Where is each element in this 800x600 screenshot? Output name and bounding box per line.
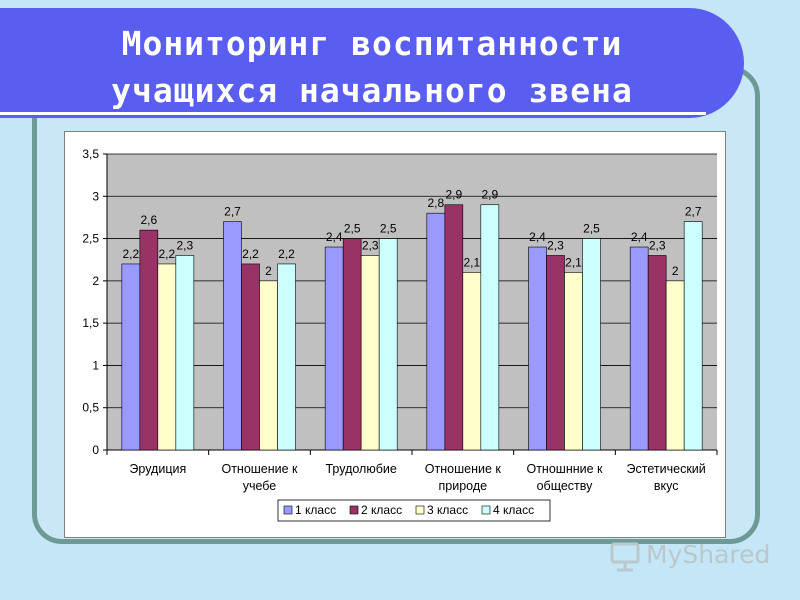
bar <box>582 238 601 451</box>
data-label: 2,4 <box>326 230 343 244</box>
legend-swatch <box>415 505 425 515</box>
data-label: 2,9 <box>481 188 498 202</box>
y-tick-label: 0 <box>92 443 99 457</box>
data-label: 2,2 <box>158 247 175 261</box>
data-label: 2,2 <box>122 247 139 261</box>
x-tick-label: Эстетический <box>627 462 706 476</box>
bar-chart: 0 0,5 1 1,5 2 2,5 3 3,5 Эрудиция Отношение к учебе… <box>82 147 718 522</box>
title-banner: Мониторинг воспитанности учащихся началь… <box>0 8 744 118</box>
data-label: 2,2 <box>278 247 295 261</box>
bar <box>647 255 667 451</box>
data-label: 2,4 <box>529 230 546 244</box>
bar <box>426 212 446 451</box>
bar <box>629 246 649 451</box>
bar <box>564 272 583 451</box>
data-label: 2,1 <box>463 255 480 269</box>
title-line-2: учащихся начального звена <box>111 71 633 110</box>
data-label: 2,4 <box>631 230 648 244</box>
plot-area <box>107 154 717 450</box>
bar <box>223 221 242 451</box>
bar <box>324 246 344 451</box>
data-label: 2,7 <box>685 205 702 219</box>
y-tick-label: 2 <box>92 274 99 288</box>
y-tick-label: 1 <box>92 358 99 372</box>
bar <box>683 221 703 451</box>
data-label: 2 <box>265 264 272 278</box>
bar <box>277 263 296 451</box>
bar <box>121 263 141 451</box>
bar <box>546 255 565 451</box>
title-line-1: Мониторинг воспитанности <box>121 24 623 63</box>
data-label: 2,5 <box>583 222 600 236</box>
y-tick-label: 3 <box>92 189 99 203</box>
bar <box>175 255 195 451</box>
x-tick-label: вкус <box>654 479 679 493</box>
data-label: 2,5 <box>380 222 397 236</box>
bar <box>462 272 482 451</box>
data-label: 2,3 <box>547 238 564 252</box>
x-tick-label: Отношнние к <box>526 462 603 476</box>
data-label: 2,2 <box>242 247 259 261</box>
chart-container: 0 0,5 1 1,5 2 2,5 3 3,5 Эрудиция Отношение к учебе… <box>64 131 726 538</box>
x-tick-label: Отношение к <box>221 462 298 476</box>
data-label: 2,3 <box>176 238 193 252</box>
y-tick-label: 2,5 <box>82 232 99 246</box>
data-label: 2,9 <box>445 188 462 202</box>
data-label: 2 <box>672 264 679 278</box>
legend-swatch <box>349 505 359 515</box>
x-tick-label: природе <box>439 479 488 493</box>
bar <box>480 204 500 451</box>
bar <box>157 263 177 451</box>
y-tick-label: 3,5 <box>82 147 99 161</box>
bar <box>139 229 159 451</box>
x-tick-label: обществу <box>537 479 594 493</box>
watermark: MyShared <box>608 538 778 574</box>
legend-label: 3 класс <box>427 503 468 517</box>
x-tick-label: Трудолюбие <box>326 462 397 476</box>
x-tick-label: Эрудиция <box>129 462 186 476</box>
page-title: Мониторинг воспитанности учащихся началь… <box>0 20 744 114</box>
bar <box>360 255 380 451</box>
bar <box>241 263 260 451</box>
legend-label: 2 класс <box>361 503 402 517</box>
watermark-text: MyShared <box>646 540 771 569</box>
bar <box>444 204 464 451</box>
data-label: 2,3 <box>362 238 379 252</box>
x-tick-label: Отношение к <box>425 462 502 476</box>
y-tick-label: 0,5 <box>82 401 99 415</box>
legend-swatch <box>481 505 491 515</box>
data-label: 2,3 <box>649 238 666 252</box>
data-label: 2,7 <box>224 205 241 219</box>
x-tick-label: учебе <box>243 479 277 493</box>
bar <box>378 238 398 451</box>
data-label: 2,8 <box>427 196 444 210</box>
bar <box>528 246 547 451</box>
presentation-board-icon <box>610 542 640 572</box>
bar <box>259 280 278 451</box>
legend-label: 4 класс <box>493 503 534 517</box>
legend-label: 1 класс <box>295 503 336 517</box>
bar <box>342 238 362 451</box>
bar <box>665 280 685 451</box>
y-tick-label: 1,5 <box>82 316 99 330</box>
legend-swatch <box>283 505 293 515</box>
title-underline <box>0 112 706 115</box>
data-label: 2,6 <box>140 213 157 227</box>
data-label: 2,1 <box>565 255 582 269</box>
data-label: 2,5 <box>344 222 361 236</box>
legend-box <box>277 499 551 522</box>
